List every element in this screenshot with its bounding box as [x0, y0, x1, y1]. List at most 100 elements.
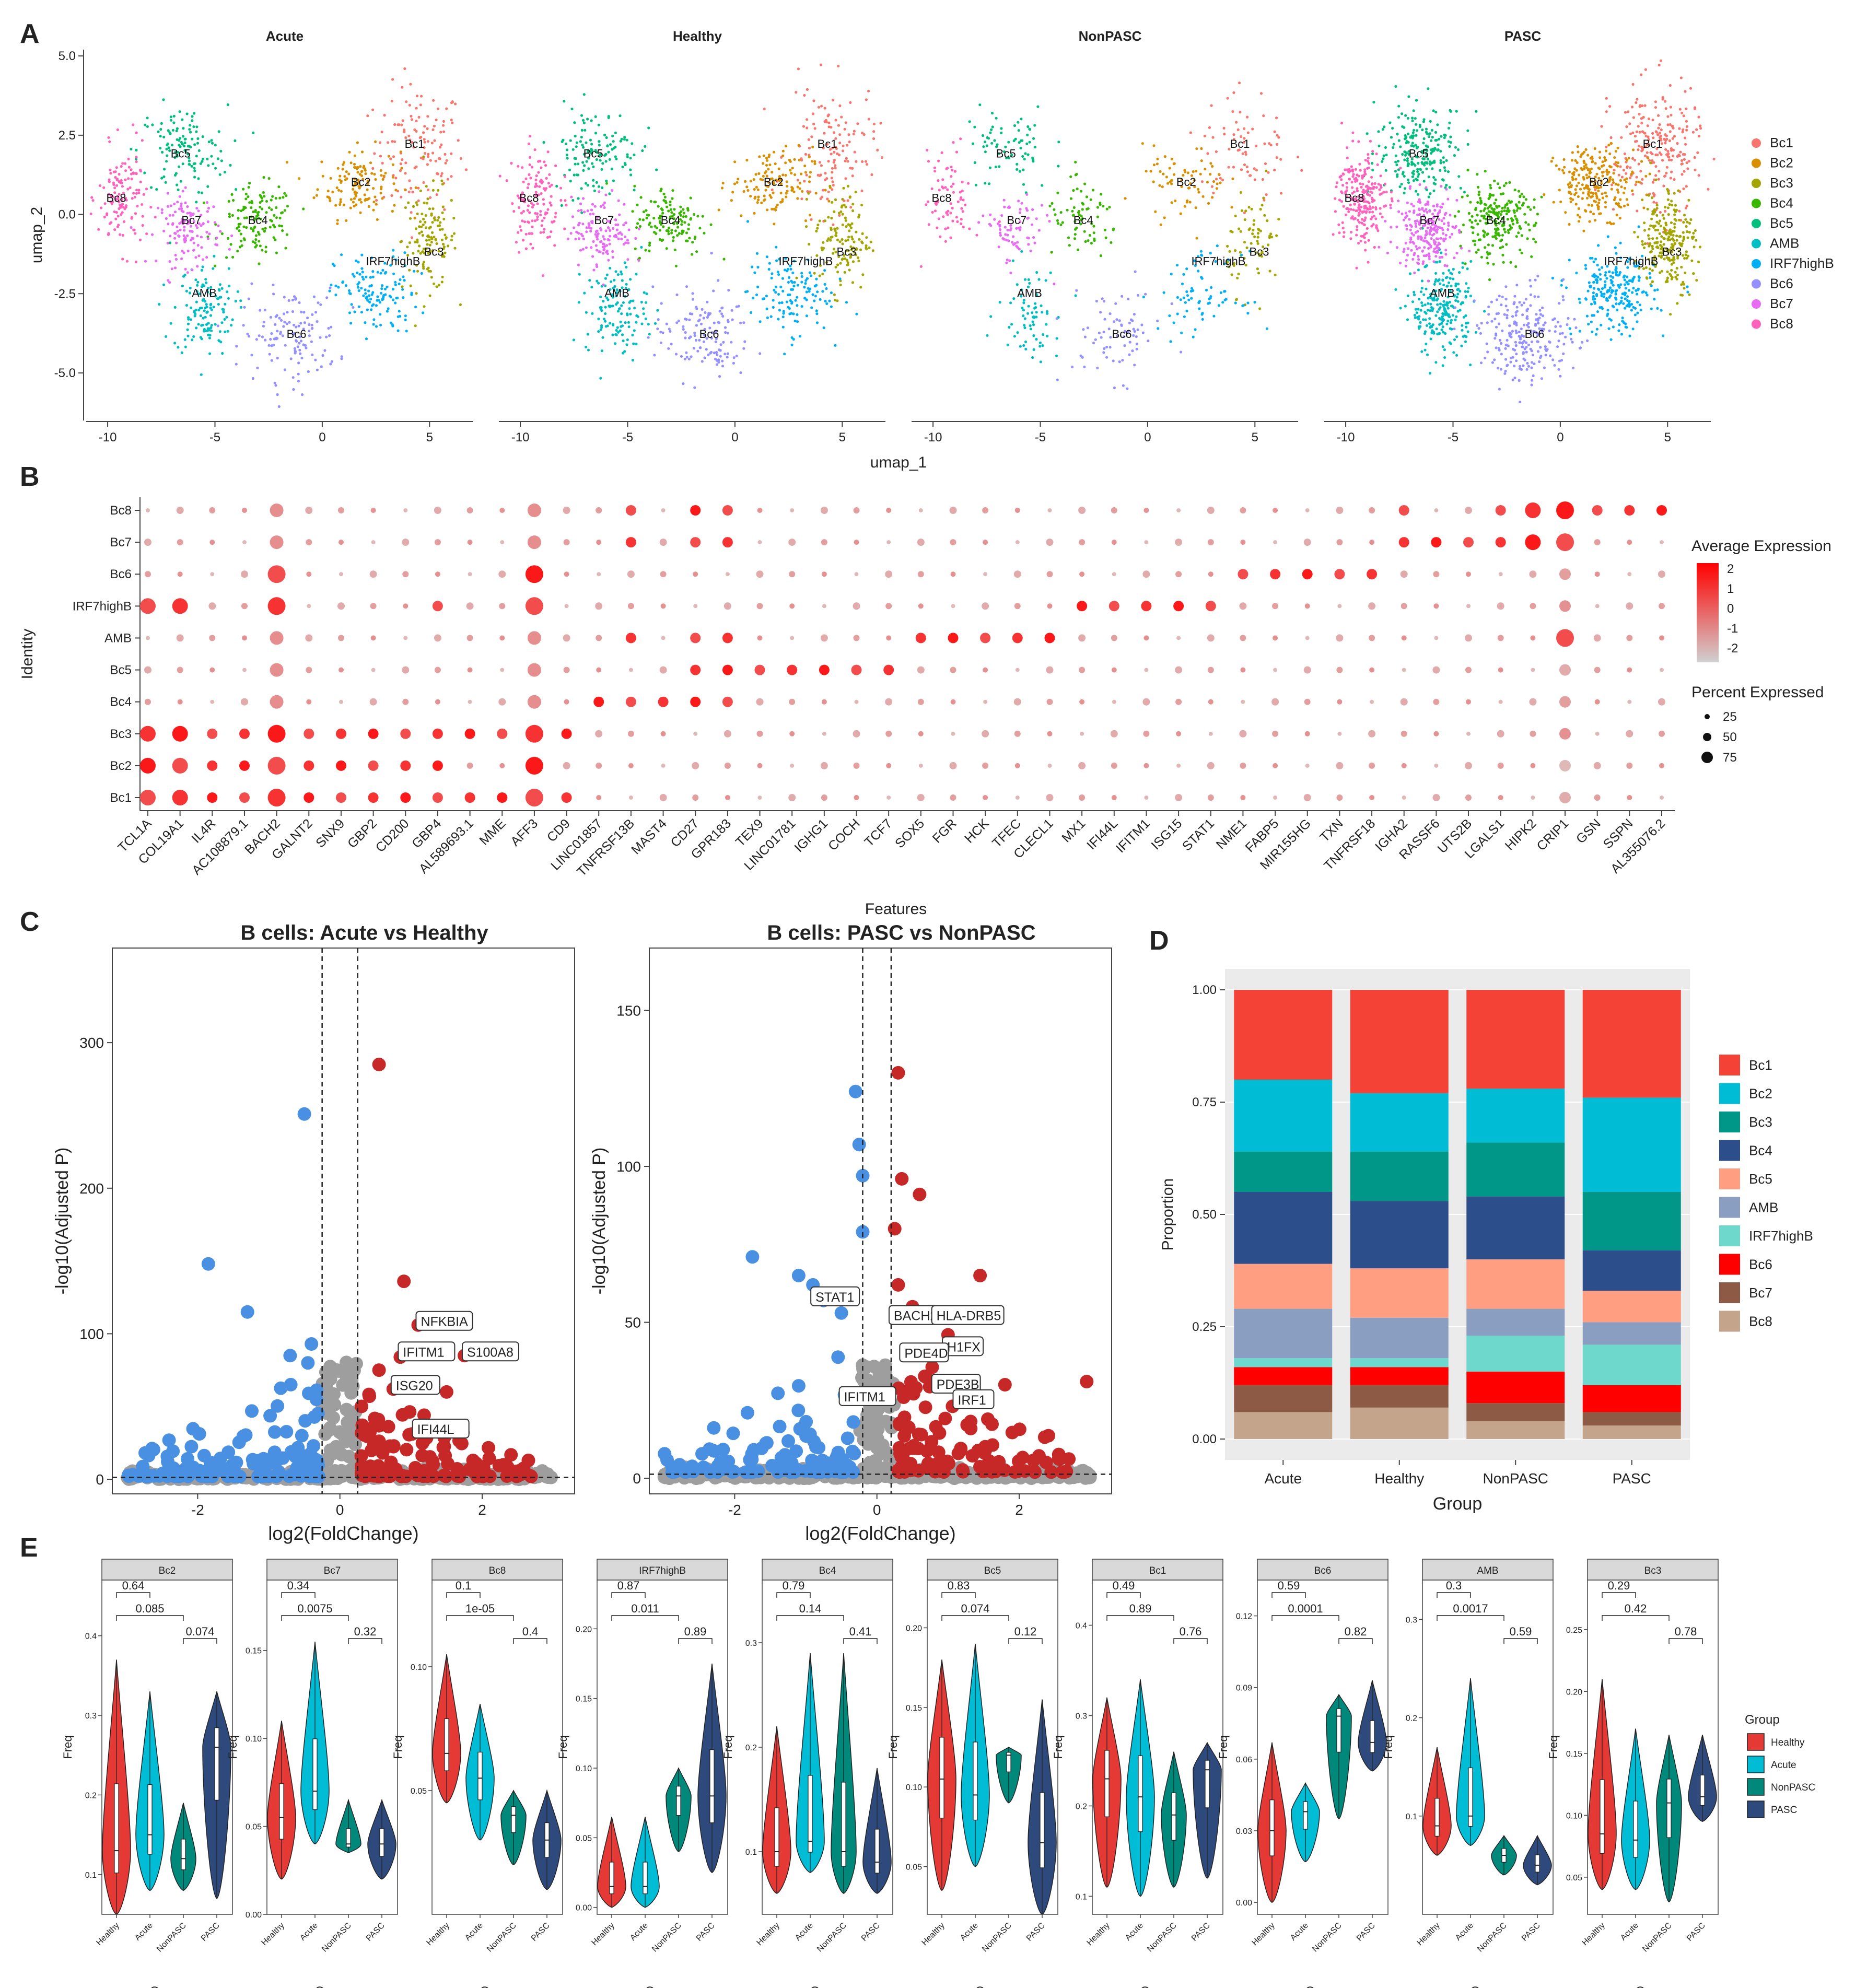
umap-point: [1673, 213, 1676, 216]
umap-point: [601, 162, 604, 165]
umap-point: [1420, 301, 1423, 305]
umap-point: [1568, 181, 1572, 184]
umap-point: [132, 172, 135, 175]
umap-point: [1212, 180, 1216, 183]
umap-point: [1206, 152, 1209, 155]
umap-point: [422, 263, 425, 266]
umap-point: [1574, 188, 1577, 191]
umap-point: [810, 306, 813, 309]
umap-point: [844, 205, 847, 208]
umap-point: [707, 353, 710, 356]
umap-x-tick-label: -5: [1035, 430, 1046, 445]
umap-point: [937, 179, 940, 182]
umap-point: [605, 273, 609, 276]
umap-point: [1239, 111, 1242, 114]
umap-point: [131, 197, 134, 200]
umap-point: [329, 177, 332, 180]
umap-point: [182, 127, 185, 130]
umap-point: [357, 181, 360, 184]
umap-point: [1261, 204, 1264, 207]
umap-point: [682, 229, 685, 232]
umap-point: [197, 177, 200, 180]
umap-point: [871, 249, 874, 252]
umap-point: [350, 303, 353, 306]
umap-point: [408, 241, 412, 244]
umap-point: [1230, 273, 1233, 276]
umap-point: [775, 206, 778, 209]
umap-point: [1609, 176, 1612, 179]
umap-point: [789, 160, 792, 163]
umap-point: [1678, 108, 1682, 111]
umap-point: [1622, 169, 1625, 172]
umap-point: [300, 356, 304, 360]
umap-point: [702, 317, 705, 320]
umap-point: [214, 243, 217, 246]
umap-point: [933, 166, 937, 169]
umap-point: [844, 216, 847, 219]
umap-point: [235, 345, 238, 348]
umap-point: [781, 277, 785, 280]
umap-cluster-label: Bc4: [661, 214, 681, 227]
umap-point: [1569, 200, 1572, 203]
umap-point: [583, 211, 586, 214]
umap-point: [293, 295, 296, 298]
umap-point: [1074, 173, 1077, 177]
umap-point: [1237, 273, 1240, 276]
umap-point: [240, 244, 243, 247]
umap-point: [831, 180, 834, 183]
umap-point: [574, 157, 577, 160]
umap-point: [687, 357, 691, 360]
umap-point: [415, 107, 418, 110]
umap-point: [612, 227, 615, 230]
umap-point: [297, 380, 300, 383]
umap-point: [746, 220, 750, 223]
umap-point: [944, 227, 947, 230]
umap-point: [415, 95, 419, 98]
umap-point: [302, 311, 306, 314]
umap-point: [1416, 168, 1419, 171]
umap-point: [959, 191, 962, 194]
umap-point: [275, 336, 278, 340]
umap-point: [328, 196, 331, 199]
umap-point: [213, 221, 217, 224]
umap-point: [1407, 132, 1410, 135]
umap-point: [1665, 279, 1668, 282]
umap-point: [1689, 87, 1693, 90]
umap-point: [426, 243, 429, 246]
umap-point: [239, 299, 242, 302]
umap-point: [1480, 214, 1484, 218]
umap-point: [997, 245, 1000, 249]
umap-point: [162, 98, 165, 101]
umap-point: [371, 270, 375, 273]
umap-point: [166, 241, 169, 244]
umap-point: [430, 236, 433, 239]
umap-point: [275, 216, 278, 219]
umap-point: [644, 249, 647, 252]
umap-point: [1152, 144, 1156, 147]
umap-point: [685, 351, 688, 354]
umap-point: [649, 200, 652, 203]
umap-point: [570, 108, 574, 111]
umap-point: [283, 296, 286, 299]
umap-point: [1511, 219, 1514, 223]
umap-point: [716, 359, 719, 362]
umap-point: [803, 93, 806, 97]
umap-point: [590, 119, 593, 122]
umap-point: [196, 244, 200, 247]
umap-point: [391, 209, 394, 213]
umap-point: [645, 216, 648, 220]
umap-point: [1679, 150, 1682, 154]
umap-point: [584, 128, 587, 132]
umap-point: [1253, 300, 1256, 304]
umap-point: [141, 224, 144, 227]
umap-point: [577, 224, 580, 227]
umap-point: [116, 215, 120, 218]
umap-point: [808, 146, 811, 150]
umap-point: [1663, 209, 1667, 213]
umap-point: [693, 386, 696, 389]
umap-point: [872, 130, 876, 133]
umap-point: [209, 286, 213, 289]
umap-point: [1418, 315, 1421, 318]
umap-point: [239, 306, 243, 309]
umap-point: [750, 311, 753, 314]
